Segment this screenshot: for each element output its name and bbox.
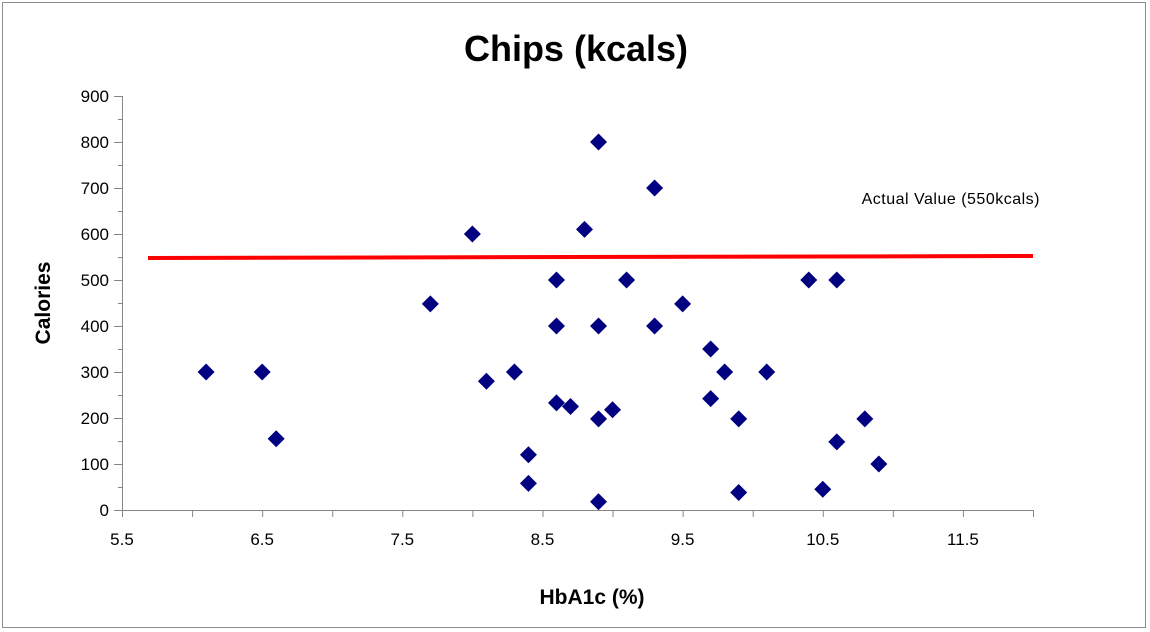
data-point — [590, 133, 608, 151]
data-point — [253, 363, 271, 381]
data-point — [716, 363, 734, 381]
data-point — [590, 410, 608, 428]
y-tick-label: 800 — [81, 133, 109, 152]
data-point — [590, 317, 608, 335]
x-tick-label: 9.5 — [671, 530, 695, 549]
data-point — [519, 474, 537, 492]
data-point — [505, 363, 523, 381]
data-point — [828, 271, 846, 289]
y-axis-ticks: 0 100 200 300 400 500 600 700 800 900 — [81, 87, 122, 520]
x-tick-label: 10.5 — [806, 530, 839, 549]
reference-line-label: Actual Value (550kcals) — [862, 191, 1040, 208]
reference-line — [147, 254, 1034, 260]
data-point — [547, 394, 565, 412]
data-point — [197, 363, 215, 381]
data-point — [463, 225, 481, 243]
data-point — [519, 446, 537, 464]
y-tick-label: 300 — [81, 363, 109, 382]
x-tick-label: 7.5 — [390, 530, 414, 549]
data-point — [561, 398, 579, 415]
data-point — [547, 271, 565, 289]
x-axis-title: HbA1c (%) — [539, 586, 644, 609]
data-point — [870, 455, 888, 473]
data-point — [477, 372, 495, 390]
x-tick-label: 5.5 — [110, 530, 134, 549]
chart-title: Chips (kcals) — [464, 28, 688, 69]
y-tick-label: 400 — [81, 317, 109, 336]
x-tick-label: 6.5 — [250, 530, 274, 549]
data-point — [590, 493, 608, 511]
data-point — [758, 363, 776, 381]
y-tick-label: 100 — [81, 455, 109, 474]
data-point — [800, 271, 818, 289]
data-point — [618, 271, 636, 289]
data-point — [730, 410, 748, 428]
y-tick-label: 900 — [81, 87, 109, 106]
data-point — [576, 220, 594, 238]
data-point — [421, 295, 439, 313]
y-tick-label: 700 — [81, 179, 109, 198]
x-tick-label: 11.5 — [947, 530, 979, 549]
data-point — [814, 480, 832, 498]
data-point — [674, 295, 692, 313]
data-point — [828, 433, 846, 451]
data-point — [547, 317, 565, 335]
x-axis-ticks: 5.5 6.5 7.5 8.5 9.5 10.5 11.5 — [110, 510, 1034, 549]
data-point — [267, 430, 285, 448]
data-point — [856, 410, 874, 428]
y-axis-title: Calories — [32, 262, 55, 345]
y-tick-label: 200 — [81, 409, 109, 428]
data-point — [646, 317, 664, 335]
data-point — [604, 401, 622, 419]
y-tick-label: 500 — [81, 271, 109, 290]
x-tick-label: 8.5 — [531, 530, 555, 549]
data-points — [197, 133, 888, 511]
y-tick-label: 600 — [81, 225, 109, 244]
data-point — [702, 390, 720, 408]
data-point — [646, 179, 664, 197]
data-point — [730, 484, 748, 502]
data-point — [702, 340, 720, 358]
y-tick-label: 0 — [100, 501, 109, 520]
